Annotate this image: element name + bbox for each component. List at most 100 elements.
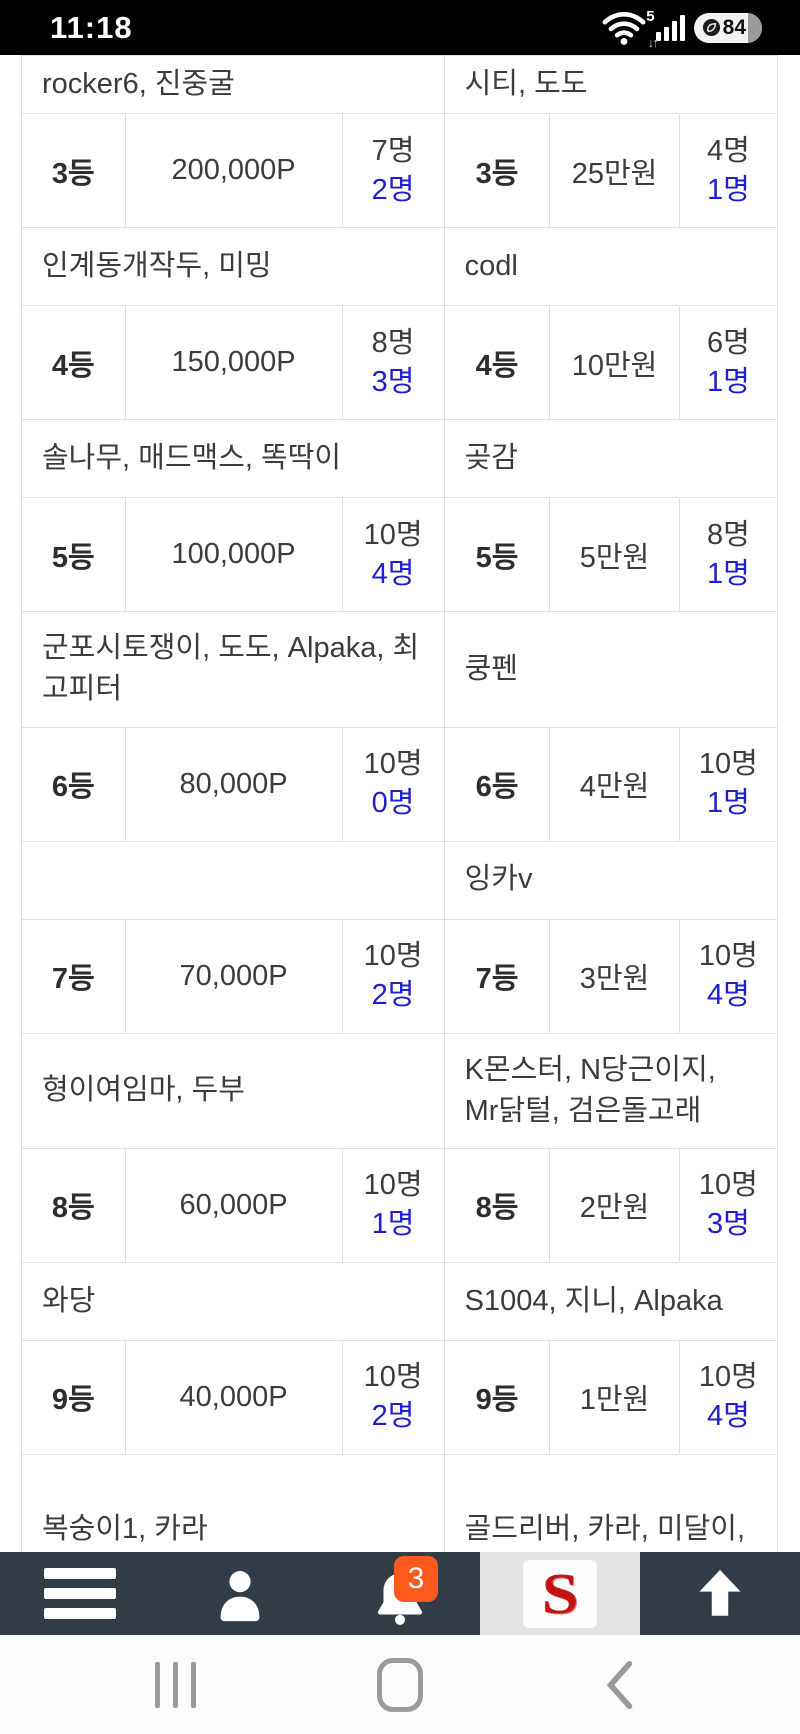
battery-level-cap — [748, 12, 762, 43]
rank-prize-row: 7등 70,000P 10명 2명 7등 3만원 10명 4명 — [21, 918, 779, 1034]
rank-prize-row: 6등 80,000P 10명 0명 6등 4만원 10명 1명 — [21, 726, 779, 842]
rank-cell-left: 6등 — [21, 726, 126, 842]
count-cell-left: 10명 1명 — [341, 1147, 445, 1263]
prize-cell-right: 3만원 — [549, 918, 680, 1034]
prize-cell-left: 100,000P — [124, 497, 343, 613]
current-count-left: 1명 — [371, 1208, 415, 1241]
back-chevron-icon — [606, 1660, 633, 1709]
current-count-right: 1명 — [706, 787, 750, 820]
system-navigation-bar — [0, 1635, 800, 1734]
winner-names-row: 군포시토쟁이, 도도, Alpaka, 최고피터 쿵펜 — [21, 611, 779, 728]
winner-names-row: 인계동개작두, 미밍 codl — [21, 227, 779, 307]
count-cell-right: 8명 1명 — [678, 497, 779, 613]
total-count-left: 10명 — [363, 940, 423, 973]
rank-cell-left: 5등 — [21, 497, 126, 613]
person-icon — [220, 1570, 260, 1621]
wifi-icon: 5 ↓↑ — [601, 8, 659, 50]
rank-cell-left: 3등 — [21, 113, 126, 229]
power-saving-leaf-icon — [702, 18, 720, 37]
winner-names-left: 솔나무, 매드맥스, 똑딱이 — [21, 419, 445, 499]
total-count-left: 10명 — [363, 1361, 423, 1394]
rank-cell-left: 9등 — [21, 1339, 126, 1455]
winner-names-row: 솔나무, 매드맥스, 똑딱이 곶감 — [21, 419, 779, 499]
winner-names-left: 형이여임마, 두부 — [21, 1032, 445, 1149]
count-cell-left: 8명 3명 — [341, 305, 445, 421]
prize-cell-left: 40,000P — [124, 1339, 343, 1455]
prize-cell-right: 2만원 — [549, 1147, 680, 1263]
notifications-button[interactable]: 3 — [320, 1552, 480, 1635]
recents-button[interactable] — [115, 1635, 235, 1734]
winner-names-left — [21, 840, 445, 920]
total-count-right: 6명 — [706, 326, 750, 359]
prize-cell-right: 5만원 — [549, 497, 680, 613]
rank-prize-row: 4등 150,000P 8명 3명 4등 10만원 6명 1명 — [21, 305, 779, 421]
prize-cell-right: 25만원 — [549, 113, 680, 229]
current-count-left: 2명 — [371, 979, 415, 1012]
up-arrow-icon — [699, 1569, 741, 1616]
rank-cell-right: 8등 — [443, 1147, 551, 1263]
winner-names-right: 잉카v — [443, 840, 779, 920]
wifi-band-label: 5 — [646, 7, 655, 25]
menu-button[interactable] — [0, 1552, 160, 1635]
current-count-right: 4명 — [706, 979, 750, 1012]
signal-strength-icon — [655, 14, 685, 41]
current-count-right: 4명 — [706, 1400, 750, 1433]
rank-cell-left: 4등 — [21, 305, 126, 421]
winner-names-row: rocker6, 진중굴 시티, 도도 — [21, 54, 779, 115]
home-button[interactable] — [340, 1635, 460, 1734]
rank-cell-right: 3등 — [443, 113, 551, 229]
scroll-to-top-button[interactable] — [640, 1552, 800, 1635]
profile-button[interactable] — [160, 1552, 320, 1635]
count-cell-right: 4명 1명 — [678, 113, 779, 229]
current-count-left: 0명 — [371, 787, 415, 820]
rank-prize-row: 8등 60,000P 10명 1명 8등 2만원 10명 3명 — [21, 1147, 779, 1263]
rank-prize-row: 9등 40,000P 10명 2명 9등 1만원 10명 4명 — [21, 1339, 779, 1455]
total-count-right: 4명 — [706, 134, 750, 167]
status-icons: 5 ↓↑ 84 — [601, 8, 762, 50]
current-count-left: 2명 — [371, 1400, 415, 1433]
count-cell-left: 10명 4명 — [341, 497, 445, 613]
current-count-right: 1명 — [706, 173, 750, 206]
total-count-left: 10명 — [363, 748, 423, 781]
prize-cell-left: 200,000P — [124, 113, 343, 229]
count-cell-right: 10명 4명 — [678, 918, 779, 1034]
total-count-right: 8명 — [706, 518, 750, 551]
s-logo-icon: S — [523, 1559, 597, 1628]
prize-cell-left: 60,000P — [124, 1147, 343, 1263]
current-count-right: 1명 — [706, 557, 750, 590]
winner-names-right: codl — [443, 227, 779, 307]
app-logo-button[interactable]: S — [480, 1552, 640, 1635]
bottom-tab-bar: 3 S — [0, 1552, 800, 1635]
rank-cell-left: 8등 — [21, 1147, 126, 1263]
total-count-left: 10명 — [363, 518, 423, 551]
current-count-left: 4명 — [371, 557, 415, 590]
prize-cell-left: 150,000P — [124, 305, 343, 421]
total-count-right: 10명 — [698, 940, 758, 973]
count-cell-left: 10명 2명 — [341, 918, 445, 1034]
winner-names-row: 잉카v — [21, 840, 779, 920]
current-count-right: 3명 — [706, 1208, 750, 1241]
prize-cell-right: 10만원 — [549, 305, 680, 421]
winner-names-row: 형이여임마, 두부 K몬스터, N당근이지, Mr닭털, 검은돌고래 — [21, 1032, 779, 1149]
count-cell-left: 10명 0명 — [341, 726, 445, 842]
rank-prize-row: 5등 100,000P 10명 4명 5등 5만원 8명 1명 — [21, 497, 779, 613]
winner-names-right: 쿵펜 — [443, 611, 779, 728]
total-count-right: 10명 — [698, 748, 758, 781]
rank-cell-right: 6등 — [443, 726, 551, 842]
current-count-left: 2명 — [371, 173, 415, 206]
total-count-left: 8명 — [371, 326, 415, 359]
winner-names-row: 와당 S1004, 지니, Alpaka — [21, 1261, 779, 1341]
winner-names-right: S1004, 지니, Alpaka — [443, 1261, 779, 1341]
hamburger-icon — [44, 1568, 116, 1619]
rank-cell-right: 7등 — [443, 918, 551, 1034]
winner-names-left: 군포시토쟁이, 도도, Alpaka, 최고피터 — [21, 611, 445, 728]
total-count-right: 10명 — [698, 1169, 758, 1202]
count-cell-right: 10명 1명 — [678, 726, 779, 842]
rank-cell-right: 4등 — [443, 305, 551, 421]
home-icon — [377, 1657, 423, 1712]
count-cell-right: 10명 3명 — [678, 1147, 779, 1263]
count-cell-left: 10명 2명 — [341, 1339, 445, 1455]
back-button[interactable] — [560, 1635, 680, 1734]
winner-names-right: 시티, 도도 — [443, 54, 779, 115]
battery-indicator: 84 — [693, 12, 762, 43]
